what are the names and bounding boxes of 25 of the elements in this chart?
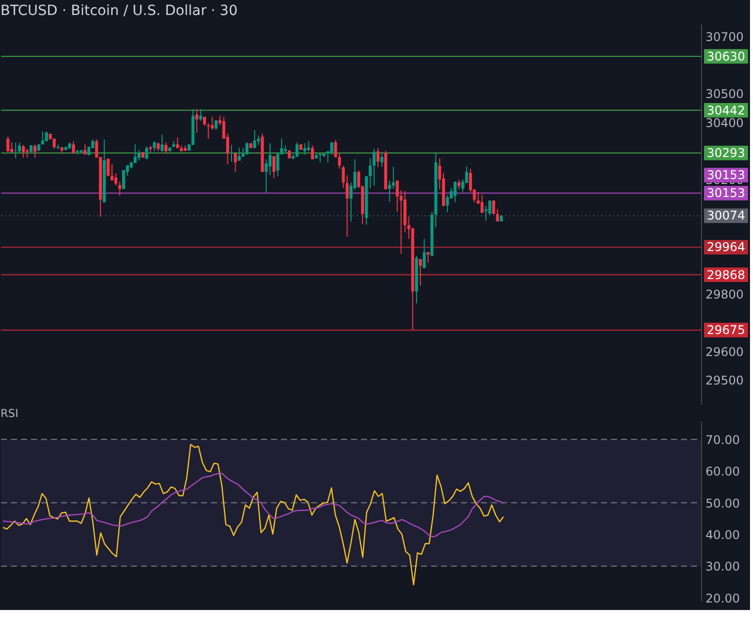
ref-line-label: 30630: [706, 49, 746, 64]
chart-title: RSI: [0, 407, 18, 420]
y-tick-label: 30.00: [706, 560, 740, 574]
y-tick-label: 60.00: [706, 464, 740, 479]
y-tick-label: 30400: [706, 116, 744, 130]
ref-line-label: 30074: [706, 208, 746, 223]
y-tick-label: 30500: [706, 87, 744, 102]
y-tick-label: 40.00: [706, 528, 740, 542]
ref-line-label: 29868: [706, 268, 746, 282]
annotation: 30153: [706, 168, 746, 182]
ref-line-label: 30442: [706, 103, 746, 118]
y-tick-label: 50.00: [706, 496, 740, 510]
y-tick-label: 20.00: [706, 591, 740, 606]
ref-line-label: 30153: [706, 186, 746, 200]
line-series: [2, 472, 504, 538]
y-tick-label: 29500: [706, 374, 744, 388]
ref-line-label: 29964: [706, 240, 746, 254]
ref-line-label: 30293: [706, 146, 746, 160]
y-tick-label: 30700: [706, 30, 744, 44]
chart-title: BTCUSD · Bitcoin / U.S. Dollar · 30: [0, 3, 238, 19]
y-tick-label: 29800: [706, 288, 744, 302]
y-tick-label: 29600: [706, 345, 744, 360]
line-series: [2, 444, 504, 586]
y-tick-label: 70.00: [706, 432, 740, 447]
ref-line-label: 29675: [706, 323, 746, 338]
